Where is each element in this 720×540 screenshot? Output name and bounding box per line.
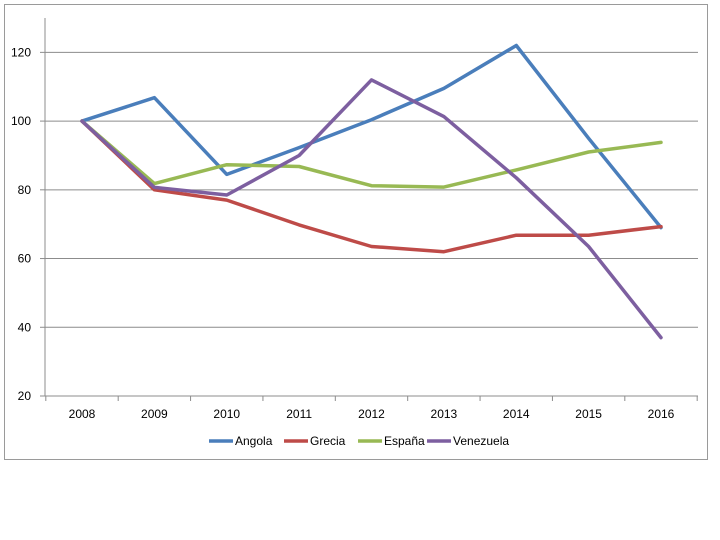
series-lines xyxy=(80,43,663,340)
gridlines xyxy=(40,18,698,401)
chart-frame xyxy=(4,4,708,460)
axis-tick-labels: 20 40 60 80 100 120 2008 2009 2010 2011 2012 2013 20… xyxy=(11,45,675,421)
legend-label: Angola xyxy=(235,434,273,448)
y-tick-label: 20 xyxy=(18,389,32,403)
series-line-españa xyxy=(80,119,663,189)
x-tick-label: 2008 xyxy=(69,407,96,421)
x-tick-label: 2015 xyxy=(575,407,602,421)
y-tick-label: 40 xyxy=(18,320,32,334)
x-tick-label: 2013 xyxy=(431,407,458,421)
y-tick-label: 60 xyxy=(18,252,32,266)
series-line-angola xyxy=(80,43,663,230)
series-line-venezuela xyxy=(80,78,663,340)
x-tick-label: 2012 xyxy=(358,407,385,421)
x-tick-label: 2009 xyxy=(141,407,168,421)
x-tick-label: 2014 xyxy=(503,407,530,421)
y-tick-label: 100 xyxy=(11,114,31,128)
legend-label: Grecia xyxy=(310,434,346,448)
x-tick-label: 2011 xyxy=(286,407,312,421)
x-tick-label: 2010 xyxy=(213,407,240,421)
legend: Angola Grecia España Venezuela xyxy=(209,434,509,448)
series-line-grecia xyxy=(80,119,663,254)
y-tick-label: 80 xyxy=(18,183,32,197)
x-tick-label: 2016 xyxy=(648,407,675,421)
y-tick-label: 120 xyxy=(11,45,31,59)
legend-label: España xyxy=(384,434,425,448)
legend-label: Venezuela xyxy=(453,434,509,448)
